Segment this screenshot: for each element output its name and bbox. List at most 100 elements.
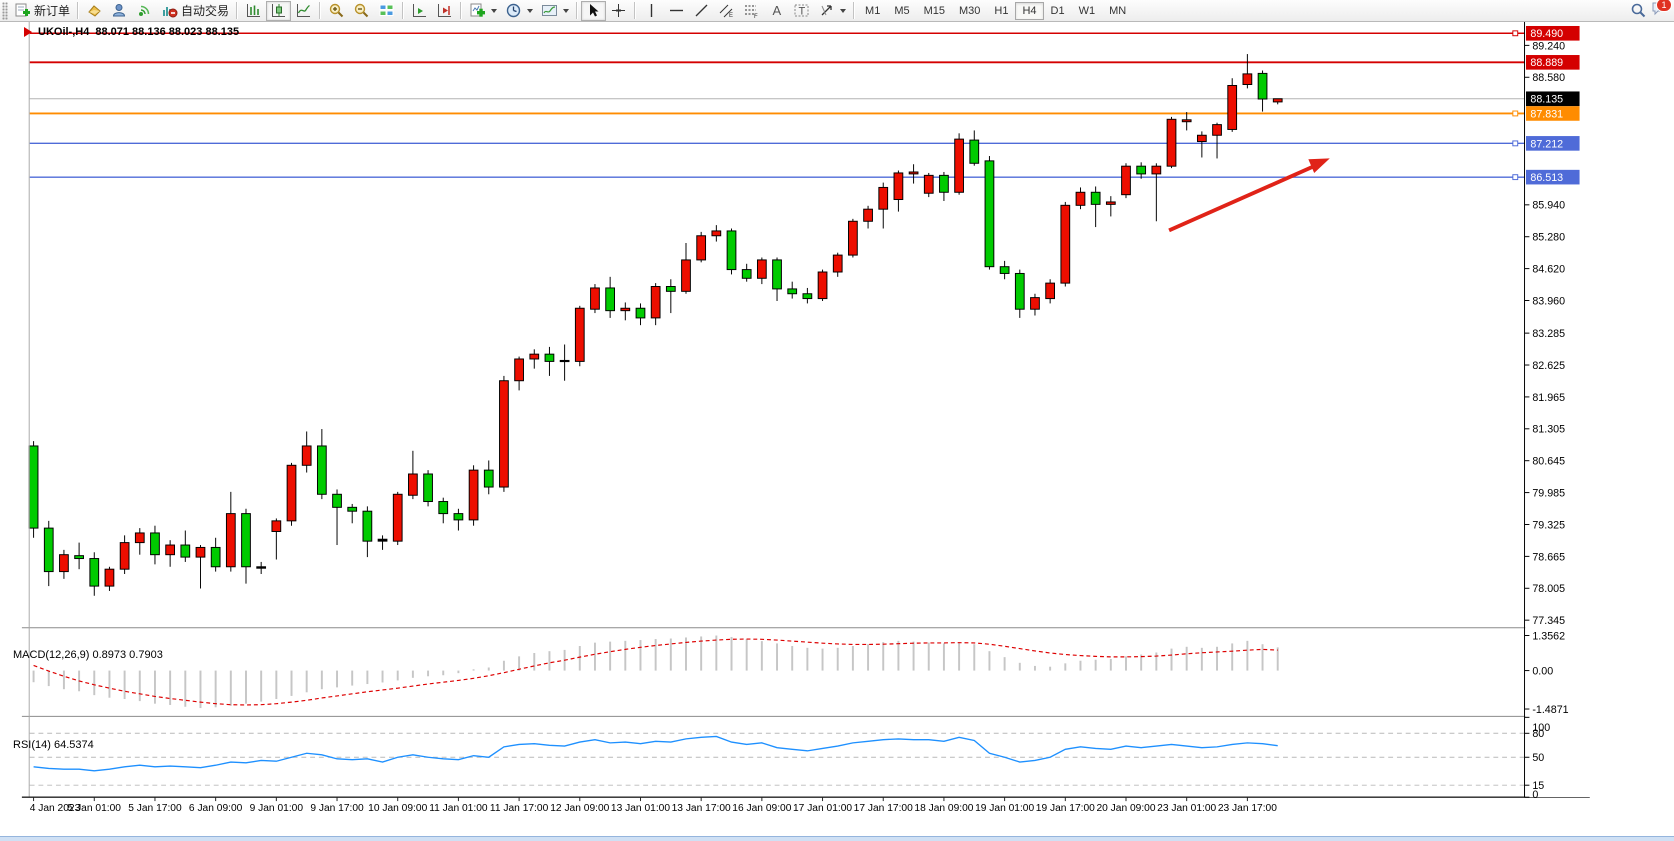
timeframe-m5-button[interactable]: M5 [887, 2, 916, 20]
chart-shift-icon [438, 4, 452, 17]
price-line-86.513[interactable] [29, 174, 1525, 181]
fibonacci-button[interactable]: F [739, 1, 764, 21]
candlestick-chart-icon [272, 4, 286, 17]
svg-text:5 Jan 01:00: 5 Jan 01:00 [68, 803, 122, 814]
equidistant-channel-icon: E [719, 4, 733, 19]
svg-text:89.240: 89.240 [1532, 40, 1565, 52]
vertical-line-icon [650, 4, 653, 17]
channel-button[interactable]: E [714, 1, 739, 21]
macd-panel [32, 635, 1279, 709]
toolbar-separator [236, 2, 239, 19]
current-price-badge: 88.135 [1525, 91, 1580, 107]
gold-icon [88, 5, 101, 17]
svg-text:87.212: 87.212 [1530, 138, 1563, 150]
main-toolbar: 新订单 [0, 0, 1674, 22]
autotrade-button[interactable]: 自动交易 [157, 1, 233, 21]
svg-text:15: 15 [1532, 780, 1544, 792]
arrows-dropdown[interactable] [814, 1, 850, 21]
svg-text:23 Jan 17:00: 23 Jan 17:00 [1218, 803, 1277, 814]
timeframe-h1-button[interactable]: H1 [987, 2, 1015, 20]
search-button[interactable] [1626, 1, 1651, 21]
tile-windows-icon [379, 4, 394, 16]
arrows-icon [821, 5, 832, 16]
timeframe-d1-button[interactable]: D1 [1044, 2, 1072, 20]
bar-chart-button[interactable] [241, 1, 266, 21]
svg-text:77.345: 77.345 [1532, 615, 1565, 627]
svg-text:23 Jan 01:00: 23 Jan 01:00 [1157, 803, 1216, 814]
zoom-out-button[interactable] [349, 1, 374, 21]
svg-text:19 Jan 01:00: 19 Jan 01:00 [975, 803, 1034, 814]
macd-indicator-label: MACD(12,26,9) 0.8973 0.7903 [13, 649, 163, 661]
main-chart-canvas[interactable]: 89.240 88.580 85.940 85.280 84.620 83.960 83.2… [0, 22, 1674, 841]
svg-text:18 Jan 09:00: 18 Jan 09:00 [914, 803, 973, 814]
trend-arrow-annotation[interactable] [1168, 158, 1330, 233]
trendline-button[interactable] [689, 1, 714, 21]
svg-text:5 Jan 17:00: 5 Jan 17:00 [128, 803, 182, 814]
svg-text:11 Jan 01:00: 11 Jan 01:00 [429, 803, 488, 814]
timeframe-m30-button[interactable]: M30 [952, 2, 987, 20]
price-badge-89.490: 89.490 [1525, 25, 1580, 41]
toolbar-separator [634, 2, 637, 19]
svg-text:1.3562: 1.3562 [1532, 630, 1565, 642]
zoom-in-button[interactable] [324, 1, 349, 21]
svg-text:0: 0 [1532, 789, 1538, 801]
new-order-button[interactable]: 新订单 [10, 1, 74, 21]
svg-text:17 Jan 17:00: 17 Jan 17:00 [854, 803, 913, 814]
price-line-87.212[interactable] [29, 140, 1525, 147]
timeframe-h4-button[interactable]: H4 [1015, 1, 1044, 20]
timeframe-w1-button[interactable]: W1 [1072, 2, 1103, 20]
chart-symbol-label: UKOil-,H4 [38, 26, 90, 38]
price-lines-layer[interactable] [29, 30, 1525, 181]
toolbar-separator [319, 2, 322, 19]
search-icon [1631, 3, 1646, 18]
timeframe-m15-button[interactable]: M15 [917, 2, 952, 20]
template-dropdown[interactable] [537, 1, 573, 21]
window-bottom-bar[interactable] [0, 836, 1674, 841]
rsi-indicator-label: RSI(14) 64.5374 [13, 739, 94, 751]
chart-shift-button[interactable] [432, 1, 457, 21]
svg-text:85.280: 85.280 [1532, 232, 1565, 244]
tile-windows-button[interactable] [374, 1, 399, 21]
svg-text:88.135: 88.135 [1530, 94, 1563, 106]
crosshair-button[interactable] [606, 1, 631, 21]
period-dropdown[interactable] [501, 1, 537, 21]
notifications-button[interactable]: 1 [1651, 0, 1672, 22]
price-axis[interactable]: 89.240 88.580 85.940 85.280 84.620 83.960 83.2… [1524, 22, 1652, 801]
chart-template-icon [542, 5, 558, 16]
text-label-button[interactable]: T [789, 1, 814, 21]
svg-text:13 Jan 01:00: 13 Jan 01:00 [611, 803, 670, 814]
horizontal-line-button[interactable] [664, 1, 689, 21]
gold-tool-button[interactable] [82, 1, 107, 21]
line-chart-icon [297, 4, 311, 17]
candlestick-chart-button[interactable] [266, 0, 292, 21]
price-line-87.831[interactable] [29, 110, 1525, 117]
zoom-in-icon [329, 3, 344, 18]
notification-badge: 1 [1656, 0, 1672, 12]
account-button[interactable] [107, 1, 132, 21]
price-line-89.490[interactable] [29, 30, 1525, 37]
line-chart-button[interactable] [291, 1, 316, 21]
toolbar-separator [77, 2, 80, 19]
vertical-line-button[interactable] [639, 1, 664, 21]
svg-text:79.985: 79.985 [1532, 487, 1565, 499]
autotrade-icon [163, 7, 178, 18]
new-chart-dropdown[interactable] [465, 1, 501, 21]
price-badge-87.831: 87.831 [1525, 106, 1580, 121]
signal-button[interactable] [132, 1, 157, 21]
svg-text:88.889: 88.889 [1530, 57, 1563, 69]
auto-scroll-icon [413, 4, 427, 17]
text-button[interactable]: A [764, 1, 789, 21]
svg-text:80: 80 [1532, 728, 1544, 740]
auto-scroll-button[interactable] [407, 1, 432, 21]
timeframe-m1-button[interactable]: M1 [858, 2, 887, 20]
timeframe-mn-button[interactable]: MN [1102, 2, 1133, 20]
svg-text:89.490: 89.490 [1530, 28, 1563, 40]
timeframe-toolbar: M1 M5 M15 M30 H1 H4 D1 W1 MN [858, 1, 1133, 20]
toolbar-grip[interactable] [2, 1, 8, 20]
dropdown-caret-icon [491, 8, 498, 13]
svg-text:A: A [773, 3, 782, 18]
cursor-button[interactable] [581, 0, 607, 21]
crosshair-icon [612, 4, 626, 17]
